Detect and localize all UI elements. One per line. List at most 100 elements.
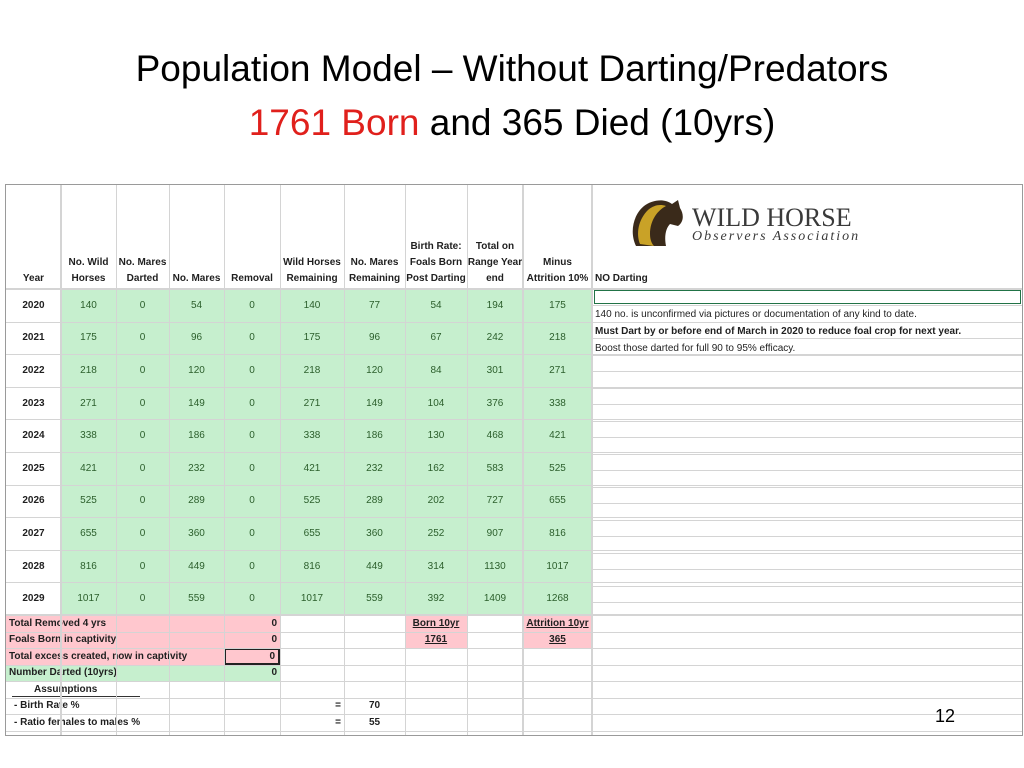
table-cell: 1017 xyxy=(546,560,569,572)
table-cell: 0 xyxy=(249,560,255,572)
ratio-equals: = xyxy=(335,716,341,728)
birth-rate-value: 70 xyxy=(368,700,381,712)
table-cell: 289 xyxy=(366,495,383,507)
table-cell: 0 xyxy=(139,593,146,605)
table-cell: 96 xyxy=(368,332,381,344)
table-cell: 0 xyxy=(249,593,255,605)
table-cell: 0 xyxy=(249,527,255,539)
column-header: Year xyxy=(22,273,45,284)
wild-horse-logo: WILD HORSE Observers Association xyxy=(632,200,860,246)
column-header: No. Mares Darted xyxy=(118,257,167,284)
column-header: Total on Range Year end xyxy=(467,241,523,284)
table-cell: 525 xyxy=(80,495,97,507)
year-cell: 2025 xyxy=(22,462,45,474)
born-value: 1761 xyxy=(424,634,448,646)
table-cell: 0 xyxy=(139,430,146,442)
note-text: Must Dart by or before end of March in 2… xyxy=(595,326,962,337)
table-cell: 54 xyxy=(430,299,442,311)
column-header: Wild Horses Remaining xyxy=(283,257,341,284)
table-cell: 449 xyxy=(366,560,383,572)
table-cell: 67 xyxy=(430,332,442,344)
spreadsheet: Year No. Wild Horses No. Mares Darted No. M… xyxy=(5,184,1023,736)
table-cell: 583 xyxy=(486,462,504,474)
table-cell: 0 xyxy=(249,430,255,442)
notes-header: NO Darting xyxy=(595,273,648,284)
table-cell: 421 xyxy=(549,430,566,442)
table-cell: 525 xyxy=(303,495,321,507)
table-cell: 149 xyxy=(188,397,205,409)
table-cell: 186 xyxy=(188,430,205,442)
table-cell: 525 xyxy=(549,462,566,474)
assumptions-label: Assumptions xyxy=(34,683,98,695)
table-cell: 655 xyxy=(80,527,97,539)
table-cell: 0 xyxy=(139,495,146,507)
table-cell: 0 xyxy=(249,299,255,311)
table-cell: 120 xyxy=(366,364,383,376)
table-cell: 252 xyxy=(427,527,445,539)
table-cell: 218 xyxy=(80,364,97,376)
column-header: Minus Attrition 10% xyxy=(526,257,589,284)
svg-text:Observers Association: Observers Association xyxy=(692,229,860,244)
attrition-label: Attrition 10yr xyxy=(526,617,589,629)
table-cell: 0 xyxy=(249,462,255,474)
table-cell: 727 xyxy=(486,495,504,507)
born-highlight: 1761 Born xyxy=(248,102,420,143)
table-cell: 360 xyxy=(188,527,205,539)
table-cell: 338 xyxy=(303,430,321,442)
table-cell: 0 xyxy=(139,364,146,376)
born-label: Born 10yr xyxy=(412,617,460,629)
note-text: 140 no. is unconfirmed via pictures or d… xyxy=(595,309,917,320)
column-header: No. Mares xyxy=(172,273,221,284)
table-cell: 218 xyxy=(549,332,566,344)
table-cell: 162 xyxy=(427,462,445,474)
ratio-label: - Ratio females to males % xyxy=(14,716,141,728)
table-cell: 202 xyxy=(427,495,445,507)
slide-subtitle: 1761 Born and 365 Died (10yrs) xyxy=(0,102,1024,144)
year-cell: 2022 xyxy=(22,364,45,376)
column-header: No. Mares Remaining xyxy=(348,257,401,284)
darted-label: Number Darted (10yrs) xyxy=(9,667,117,679)
table-cell: 232 xyxy=(366,462,383,474)
column-header: Removal xyxy=(231,273,273,284)
table-cell: 816 xyxy=(303,560,321,572)
table-cell: 559 xyxy=(366,593,383,605)
table-cell: 218 xyxy=(303,364,321,376)
table-cell: 271 xyxy=(549,364,566,376)
table-cell: 360 xyxy=(366,527,383,539)
table-cell: 0 xyxy=(249,364,255,376)
year-cell: 2021 xyxy=(22,332,45,344)
column-header: Birth Rate: Foals Born Post Darting xyxy=(406,241,466,284)
table-cell: 271 xyxy=(80,397,97,409)
table-cell: 1130 xyxy=(484,560,506,572)
table-cell: 149 xyxy=(366,397,383,409)
table-cell: 816 xyxy=(549,527,566,539)
table-cell: 232 xyxy=(188,462,205,474)
total-removed-label: Total Removed 4 yrs xyxy=(9,617,107,629)
subtitle-rest: and 365 Died (10yrs) xyxy=(419,102,776,143)
ratio-value: 55 xyxy=(368,716,381,728)
year-cell: 2024 xyxy=(22,430,45,442)
year-cell: 2027 xyxy=(22,527,45,539)
table-cell: 338 xyxy=(80,430,97,442)
table-cell: 0 xyxy=(139,332,146,344)
table-cell: 376 xyxy=(486,397,504,409)
table-cell: 175 xyxy=(549,299,566,311)
table-cell: 468 xyxy=(486,430,504,442)
page-number: 12 xyxy=(935,706,956,726)
table-cell: 194 xyxy=(486,299,504,311)
note-text: Boost those darted for full 90 to 95% ef… xyxy=(595,343,796,354)
birth-rate-label: - Birth Rate % xyxy=(14,700,80,712)
attrition-value: 365 xyxy=(549,634,566,646)
table-cell: 96 xyxy=(190,332,203,344)
year-cell: 2023 xyxy=(22,397,45,409)
table-cell: 0 xyxy=(139,299,146,311)
table-cell: 1268 xyxy=(546,593,569,605)
table-cell: 104 xyxy=(427,397,445,409)
table-cell: 1017 xyxy=(77,593,100,605)
table-cell: 421 xyxy=(303,462,321,474)
table-cell: 301 xyxy=(486,364,504,376)
foals-captivity-value: 0 xyxy=(271,634,277,646)
selected-cell[interactable] xyxy=(594,290,1021,304)
table-cell: 0 xyxy=(139,560,146,572)
foals-captivity-label: Foals Born in captivity xyxy=(9,634,117,646)
